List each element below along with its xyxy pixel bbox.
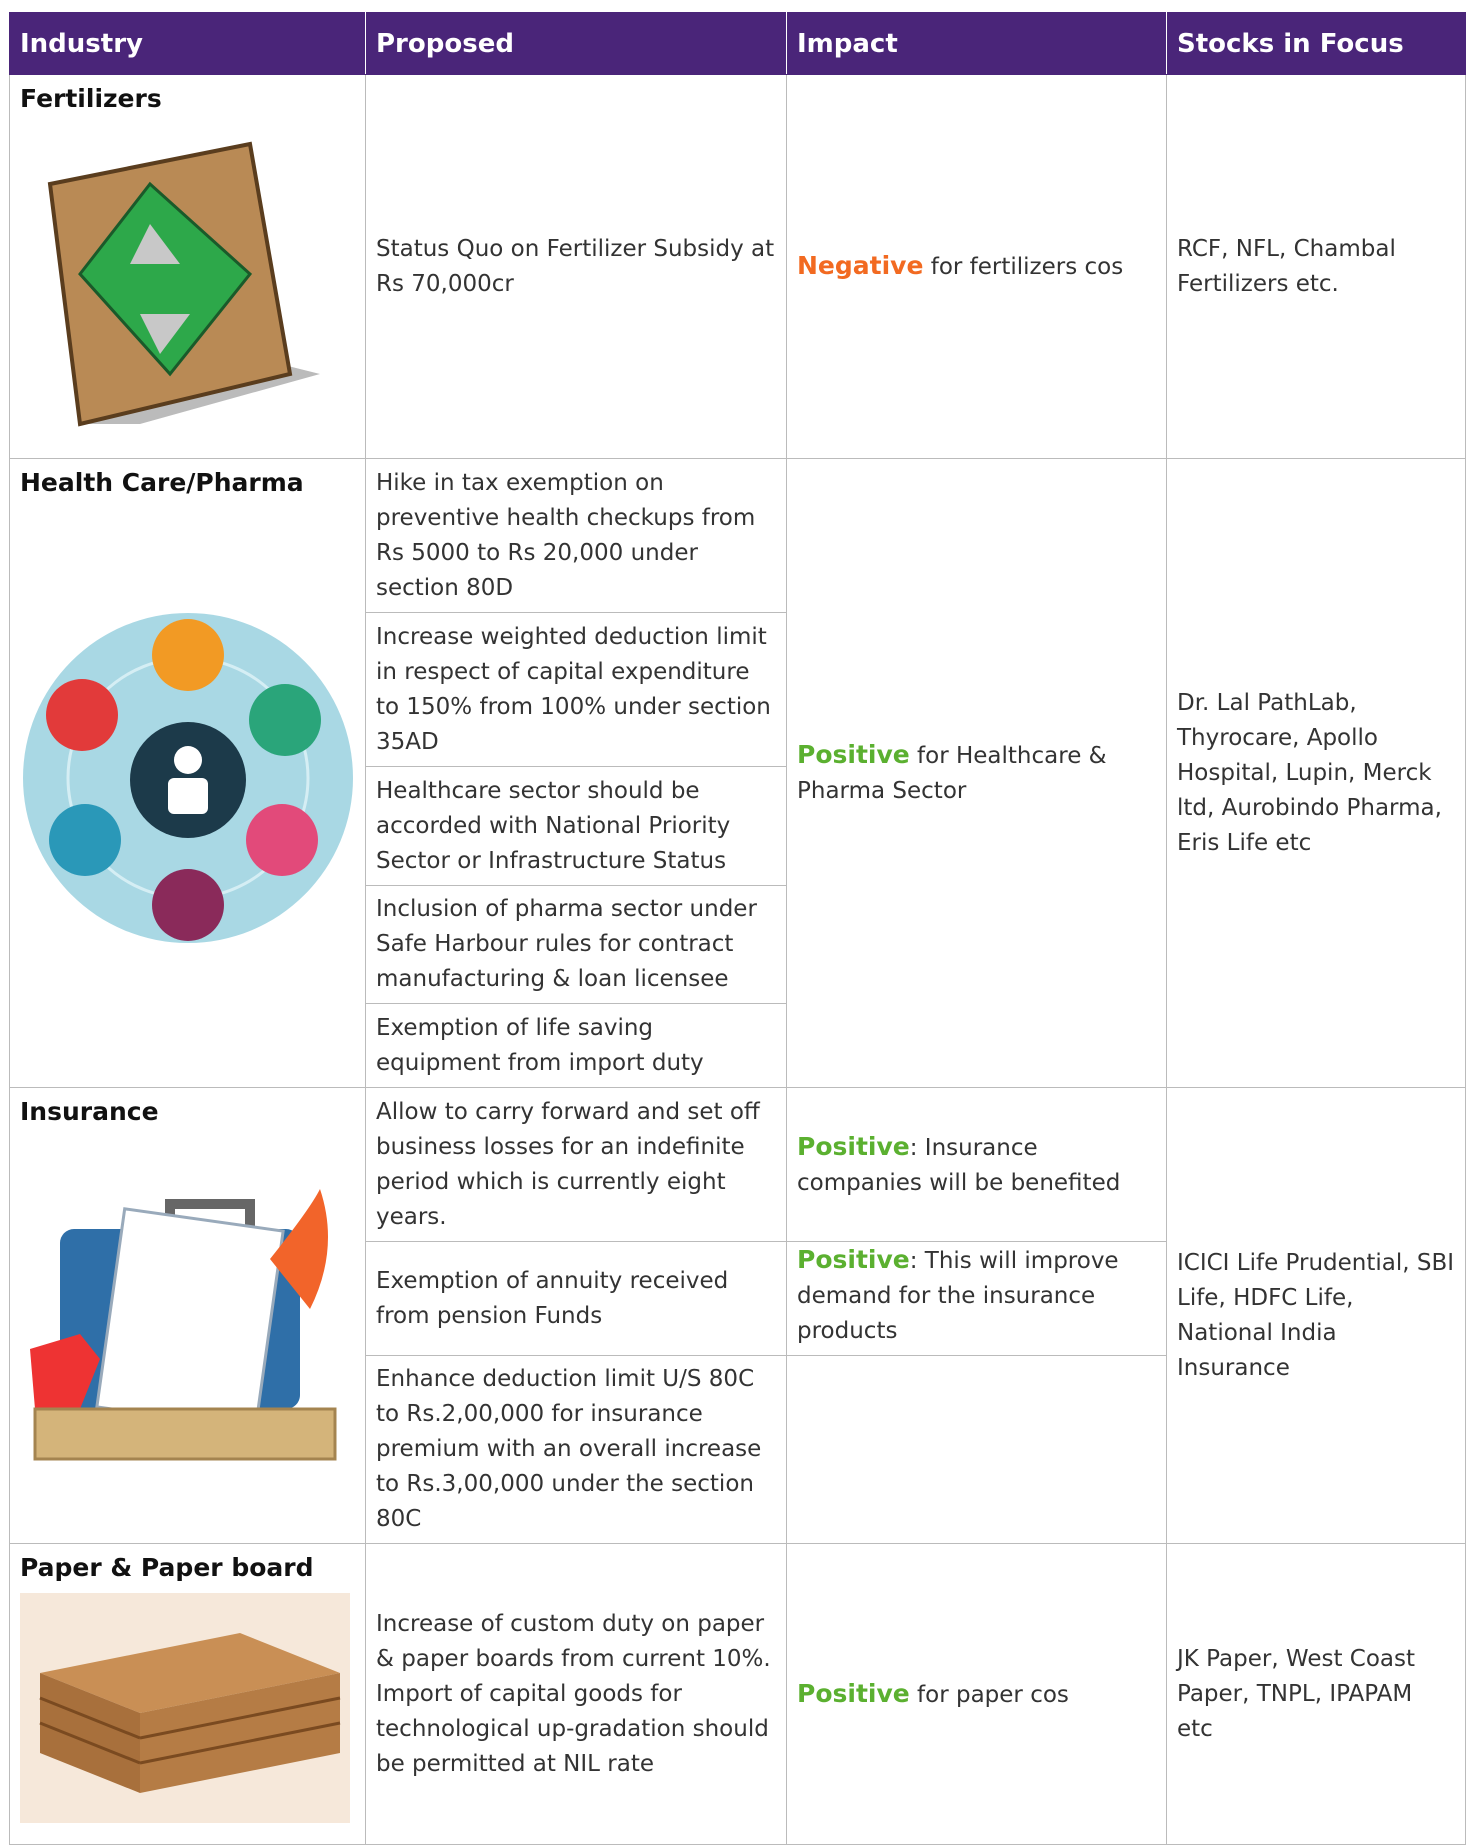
- row: Healthcare sector should be accorded wit…: [10, 766, 1466, 886]
- proposed-cell: Increase weighted deduction limit in res…: [365, 612, 787, 767]
- insurance-image: [30, 1189, 337, 1461]
- impact-label: Positive: [797, 740, 910, 769]
- paper-image: [20, 1593, 350, 1823]
- proposed-cell: Exemption of annuity received from pensi…: [365, 1241, 787, 1356]
- row: Health Care/Pharma Hike in tax exemption…: [9, 458, 1466, 1088]
- proposed-cell: Healthcare sector should be accorded wit…: [365, 766, 787, 886]
- row: Exemption of annuity received from pensi…: [10, 1241, 1466, 1356]
- fertilizer-image: [47, 141, 320, 427]
- header-row: Industry Proposed Impact Stocks in Focus: [9, 12, 1466, 75]
- proposed-cell: Exemption of life saving equipment from …: [365, 1003, 787, 1088]
- stocks-cell: RCF, NFL, Chambal Fertilizers etc.: [1166, 74, 1466, 459]
- row: Enhance deduction limit U/S 80C to Rs.2,…: [10, 1355, 1466, 1544]
- row: Increase weighted deduction limit in res…: [10, 612, 1466, 767]
- impact-label: Negative: [797, 251, 924, 280]
- stocks-cell: ICICI Life Prudential, SBI Life, HDFC Li…: [1166, 1087, 1466, 1544]
- impact-cell: Positive: Insurance companies will be be…: [786, 1087, 1167, 1242]
- impact-label: Positive: [797, 1131, 910, 1161]
- proposed-cell: Enhance deduction limit U/S 80C to Rs.2,…: [365, 1355, 787, 1544]
- impact-cell: Positive for Healthcare & Pharma Sector: [786, 458, 1167, 1088]
- row: Inclusion of pharma sector under Safe Ha…: [10, 885, 1466, 1004]
- health-image: [23, 613, 353, 943]
- header-cell: Industry: [9, 12, 366, 75]
- header-cell: Proposed: [365, 12, 787, 75]
- impact-text: for paper cos: [909, 1681, 1069, 1708]
- industry: Health Care/Pharma: [20, 468, 304, 497]
- industry: Insurance: [20, 1097, 159, 1126]
- impact-cell: Positive for paper cos: [786, 1543, 1167, 1845]
- impact-text: for fertilizers cos: [923, 254, 1124, 280]
- impact-cell: Positive: This will improve demand for t…: [786, 1241, 1167, 1356]
- proposed-cell: Hike in tax exemption on preventive heal…: [365, 458, 787, 613]
- row: Paper & Paper board Increase of custom d…: [9, 1543, 1466, 1845]
- impact-label: Positive: [797, 1678, 910, 1708]
- stocks-cell: JK Paper, West Coast Paper, TNPL, IPAPAM…: [1166, 1543, 1466, 1845]
- proposed-cell: Allow to carry forward and set off busin…: [365, 1087, 787, 1242]
- impact-label: Positive: [797, 1245, 910, 1274]
- industry-cell: Insurance: [9, 1087, 366, 1544]
- industry-cell: Health Care/Pharma: [9, 458, 366, 1088]
- impact-text: : This will improve demand for the insur…: [797, 1248, 1119, 1344]
- budget-table: Industry Proposed Impact Stocks in Focus…: [9, 12, 1466, 1845]
- proposed-cell: Increase of custom duty on paper & paper…: [365, 1543, 787, 1845]
- proposed-cell: Inclusion of pharma sector under Safe Ha…: [365, 885, 787, 1004]
- impact-text: for Healthcare & Pharma Sector: [797, 743, 1107, 804]
- row: Exemption of life saving equipment from …: [10, 1003, 1466, 1088]
- industry-cell: Fertilizers: [9, 74, 366, 459]
- header-cell: Impact: [786, 12, 1167, 75]
- impact-cell: [786, 1355, 1167, 1544]
- industry-cell: Paper & Paper board: [9, 1543, 366, 1845]
- header-cell: Stocks in Focus: [1166, 12, 1466, 75]
- proposed-cell: Status Quo on Fertilizer Subsidy at Rs 7…: [365, 74, 787, 459]
- industry: Paper & Paper board: [20, 1553, 314, 1582]
- impact-cell: Negative for fertilizers cos: [786, 74, 1167, 459]
- impact-text: : Insurance companies will be benefited: [797, 1134, 1121, 1196]
- row: Fertilizers Status Quo on Fertilizer Sub…: [9, 74, 1466, 459]
- stocks-cell: Dr. Lal PathLab, Thyrocare, Apollo Hospi…: [1166, 458, 1466, 1088]
- industry: Fertilizers: [20, 84, 162, 113]
- row: Insurance Allow to carry forward and set…: [9, 1087, 1466, 1544]
